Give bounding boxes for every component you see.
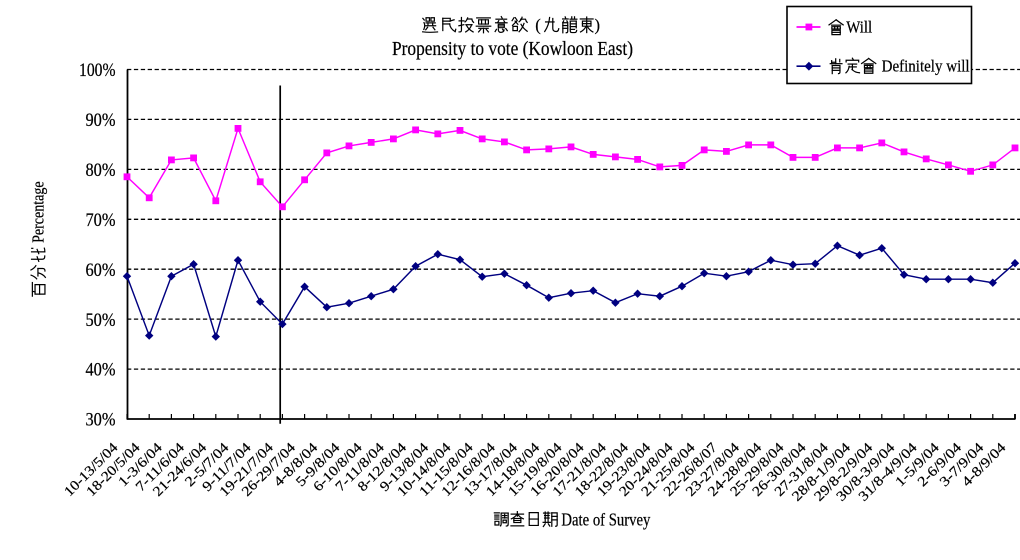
svg-text:80%: 80%: [86, 161, 116, 181]
svg-text:): ): [595, 15, 601, 34]
svg-text:Definitely will: Definitely will: [882, 57, 970, 76]
svg-text:Propensity to vote (Kowloon Ea: Propensity to vote (Kowloon East): [392, 39, 633, 60]
svg-text:70%: 70%: [86, 211, 116, 231]
svg-text:30%: 30%: [86, 411, 116, 431]
svg-text:50%: 50%: [86, 311, 116, 331]
svg-text:Date of Survey: Date of Survey: [561, 509, 650, 529]
svg-text:Will: Will: [846, 18, 872, 37]
svg-text:Percentage: Percentage: [28, 181, 47, 243]
svg-text:100%: 100%: [79, 61, 116, 81]
svg-text:90%: 90%: [86, 111, 116, 131]
svg-text:(: (: [535, 15, 541, 34]
svg-text:40%: 40%: [86, 361, 116, 381]
svg-text:60%: 60%: [86, 261, 116, 281]
